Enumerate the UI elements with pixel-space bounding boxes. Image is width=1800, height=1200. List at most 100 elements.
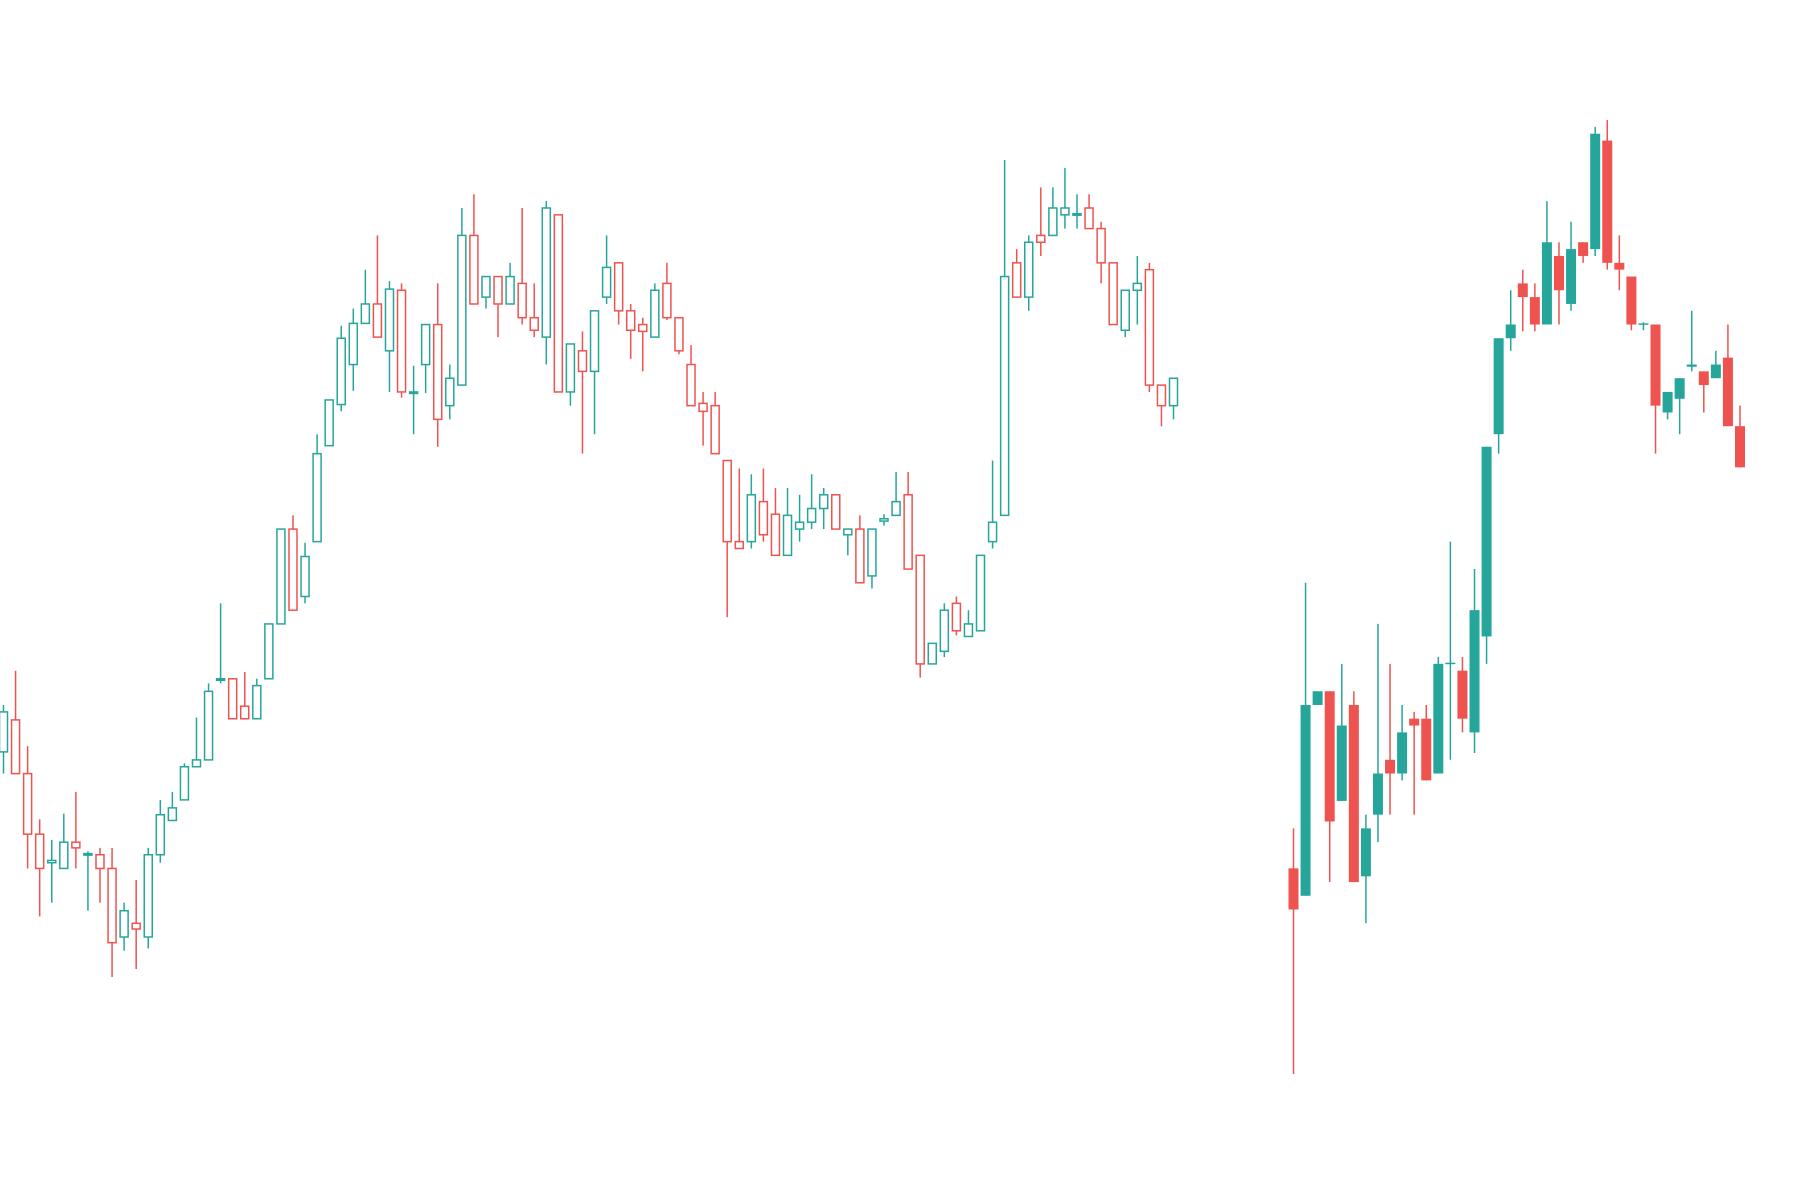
candle-body [1493, 338, 1504, 435]
candle-body [734, 540, 745, 550]
candle-body [384, 288, 395, 352]
candle-body [131, 922, 141, 930]
candle-body [119, 909, 129, 938]
candle-body [782, 514, 793, 557]
candle-body [698, 402, 708, 413]
candle-body [276, 528, 286, 625]
candle-body [1590, 133, 1601, 250]
candle-body [855, 528, 865, 584]
candle-body [650, 289, 660, 338]
candle-body [915, 554, 925, 665]
candle-body [1469, 610, 1480, 733]
candle-body [1650, 324, 1661, 406]
candle-body [95, 853, 105, 870]
candle-body [227, 678, 238, 720]
candlestick-panel [1288, 120, 1745, 1074]
candle-body [1048, 207, 1058, 237]
candle-body [203, 690, 214, 761]
candle-body [1300, 704, 1311, 896]
candle-body [1385, 759, 1396, 774]
candle-body [1144, 268, 1155, 386]
candle-body [179, 766, 190, 801]
candle-body [34, 833, 45, 870]
candle-body [155, 813, 166, 856]
candle-body [1168, 377, 1179, 407]
candle-body [215, 678, 226, 682]
candle-body [1735, 426, 1745, 468]
candle-body [1324, 691, 1335, 822]
candle-body [1578, 242, 1589, 256]
candle-body [264, 623, 274, 680]
candle-body [1011, 262, 1022, 298]
candle-body [879, 518, 889, 522]
candle-body [493, 275, 503, 305]
candle-body [710, 404, 720, 455]
candle-body [1421, 718, 1432, 781]
candle-body [1108, 262, 1118, 326]
candle-body [746, 494, 757, 543]
candle-body [1060, 207, 1070, 216]
candle-body [541, 207, 552, 338]
candle-body [1602, 140, 1613, 263]
candle-body [300, 555, 310, 598]
candle-body [1072, 212, 1082, 216]
candle-body [505, 275, 515, 305]
candle-body [867, 528, 877, 577]
candle-body [529, 316, 539, 332]
candle-body [963, 623, 974, 638]
candle-body [975, 554, 986, 632]
candle-body [312, 452, 322, 543]
candle-body [288, 528, 298, 611]
candle-body [1372, 773, 1383, 815]
candle-body [22, 772, 33, 835]
candle-body [939, 609, 950, 653]
candle-body [662, 282, 672, 319]
candle-body [1481, 446, 1492, 637]
candle-body [469, 234, 479, 305]
candle-body [0, 711, 9, 753]
candle-body [770, 513, 781, 557]
candle-body [252, 684, 262, 720]
candle-body [818, 494, 829, 510]
candle-body [1638, 323, 1649, 325]
candle-body [1553, 255, 1564, 291]
candle-body [1529, 297, 1540, 325]
candle-body [999, 275, 1010, 517]
candle-body [445, 377, 455, 407]
candle-body [831, 494, 841, 530]
candle-body [167, 807, 178, 822]
candle-body [481, 275, 491, 298]
candle-body [59, 841, 69, 870]
candle-body [191, 759, 202, 768]
candle-body [1541, 242, 1552, 325]
candle-body [987, 521, 998, 543]
candle-body [83, 852, 93, 856]
candle-body [1409, 718, 1420, 726]
candle-body [1674, 378, 1685, 399]
candle-body [324, 399, 334, 447]
candle-body [1722, 357, 1733, 427]
candle-body [951, 602, 962, 632]
candle-body [1312, 691, 1323, 705]
candle-body [625, 310, 636, 332]
candle-body [794, 521, 805, 530]
candle-body [239, 705, 250, 720]
candle-body [1348, 704, 1359, 883]
candle-body [613, 262, 624, 312]
candle-body [927, 642, 938, 665]
candle-body [457, 234, 467, 386]
candle-body [1445, 662, 1456, 665]
candle-body [577, 350, 588, 373]
candle-body [686, 363, 696, 407]
candle-body [843, 528, 853, 536]
candle-body [1360, 828, 1371, 877]
candle-body [517, 282, 527, 319]
candle-body [1084, 207, 1094, 230]
candle-body [1614, 262, 1625, 270]
candle-body [348, 322, 359, 366]
candle-body [360, 303, 371, 325]
candle-body [107, 867, 117, 944]
candle-body [408, 391, 419, 395]
candle-body [1686, 364, 1697, 367]
